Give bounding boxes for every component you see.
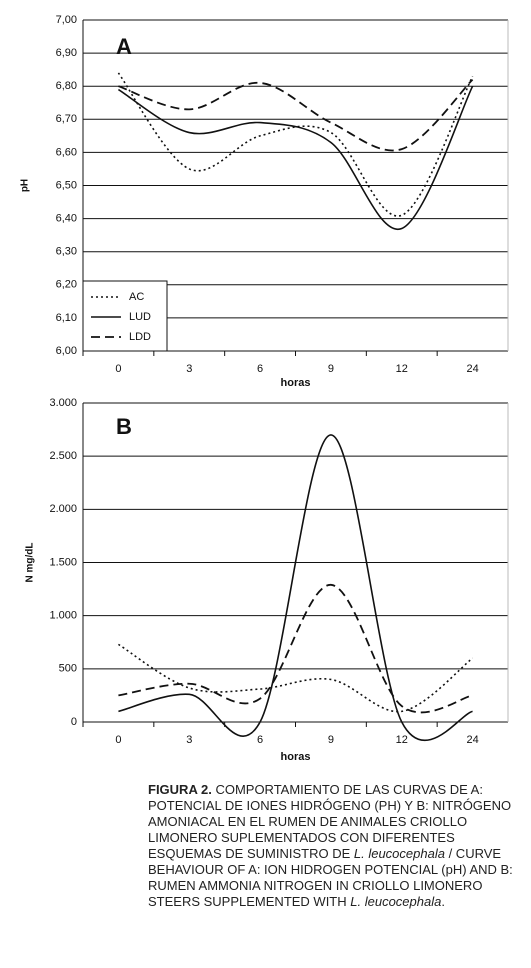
legend-label: AC (129, 291, 144, 303)
y-tick-label: 2.500 (49, 450, 77, 462)
y-axis-label: pH (20, 179, 31, 192)
x-tick-label: 9 (328, 734, 334, 746)
x-tick-label: 6 (257, 734, 263, 746)
y-tick-label: 0 (71, 716, 77, 728)
x-tick-label: 12 (396, 734, 408, 746)
caption-label: FIGURA 2. (148, 782, 212, 797)
y-tick-label: 6,30 (56, 246, 77, 258)
chart-title: A (116, 34, 132, 59)
legend-box (82, 280, 168, 352)
y-tick-label: 6,00 (56, 345, 77, 357)
y-tick-label: 2.000 (49, 503, 77, 515)
legend-label: LDD (129, 331, 151, 343)
y-tick-label: 6,40 (56, 213, 77, 225)
x-tick-label: 0 (115, 363, 121, 375)
caption-text: / CURVE BEHAVIOUR OF A: ION HIDROGEN POT… (148, 846, 513, 909)
x-tick-label: 24 (466, 734, 478, 746)
caption: FIGURA 2. COMPORTAMIENTO DE LAS CURVAS D… (148, 782, 518, 910)
x-tick-label: 12 (396, 363, 408, 375)
y-tick-label: 1.500 (49, 556, 77, 568)
y-tick-label: 7,00 (56, 14, 77, 26)
y-tick-label: 3.000 (49, 397, 77, 409)
y-tick-label: 6,10 (56, 312, 77, 324)
caption-text: COMPORTAMIENTO DE LAS CURVAS DE A: POTEN… (148, 782, 512, 861)
x-tick-label: 9 (328, 363, 334, 375)
x-tick-label: 3 (186, 363, 192, 375)
series-line (118, 583, 473, 714)
series-line (117, 643, 474, 713)
series-line (118, 434, 473, 741)
y-axis-label: N mg/dL (25, 543, 36, 583)
y-tick-label: 6,90 (56, 47, 77, 59)
series-line (118, 85, 474, 230)
y-tick-label: 6,50 (56, 179, 77, 191)
x-tick-label: 24 (466, 363, 478, 375)
x-axis-label: horas (281, 751, 311, 763)
y-tick-label: 6,70 (56, 113, 77, 125)
series-line (117, 72, 474, 217)
caption-species: L. leucocephala (350, 894, 442, 909)
y-tick-label: 6,80 (56, 80, 77, 92)
chart-title: B (116, 414, 132, 439)
x-tick-label: 6 (257, 363, 263, 375)
y-tick-label: 6,60 (56, 146, 77, 158)
y-tick-label: 1.000 (49, 610, 77, 622)
figure: 6,00 6,10 6,20 6,30 6,40 6,50 6,60 6,70 6,80 6,90… (20, 14, 509, 763)
caption-text: . (441, 894, 445, 909)
x-tick-label: 3 (186, 734, 192, 746)
x-tick-label: 0 (115, 734, 121, 746)
series-line (118, 78, 474, 152)
y-tick-label: 500 (59, 663, 77, 675)
caption-species: L. leucocephala (353, 846, 445, 861)
x-axis-label: horas (281, 377, 311, 389)
legend-label: LUD (129, 311, 151, 323)
y-tick-label: 6,20 (56, 279, 77, 291)
